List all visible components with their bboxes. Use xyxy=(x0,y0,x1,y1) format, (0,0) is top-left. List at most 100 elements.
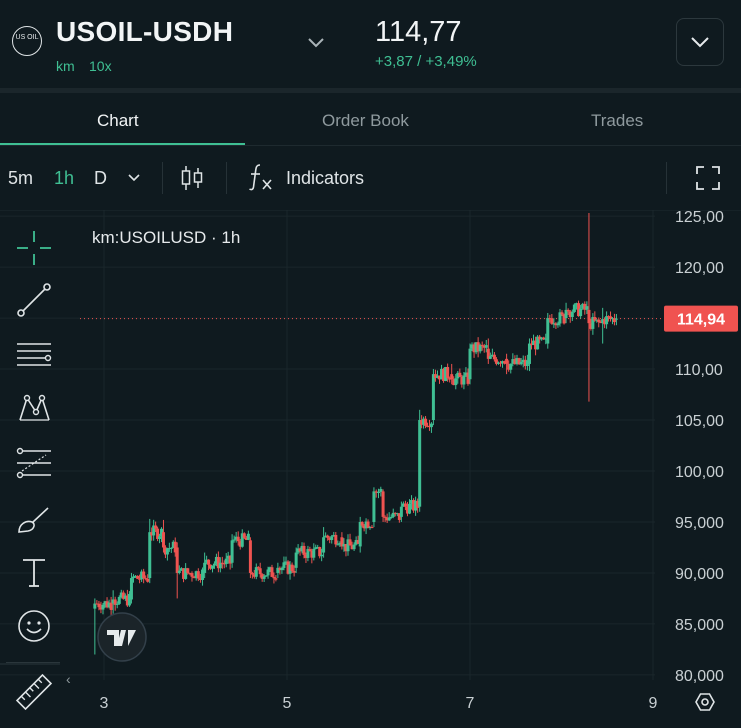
chevron-down-icon[interactable] xyxy=(126,172,142,184)
candle-body xyxy=(560,312,564,315)
divider xyxy=(226,162,227,194)
brush-icon[interactable] xyxy=(14,500,54,540)
candle-body xyxy=(377,491,380,493)
candle-body xyxy=(144,578,148,580)
candle-body xyxy=(372,491,376,522)
emoji-icon[interactable] xyxy=(14,606,54,646)
candle-body xyxy=(161,532,165,548)
candle-body xyxy=(550,318,554,324)
price-chart[interactable]: 80,000 85,000 90,000 95,000 100,00 105,00 110,… xyxy=(0,210,741,728)
candle-body xyxy=(196,571,200,579)
candle-body xyxy=(609,316,613,320)
candle-body xyxy=(579,308,583,317)
tab-order-book[interactable]: Order Book xyxy=(322,111,409,130)
candle-body xyxy=(530,343,534,346)
exchange-label: km xyxy=(56,58,75,74)
candle-body xyxy=(519,361,523,365)
candle-body xyxy=(509,363,513,370)
candle-body xyxy=(356,540,360,544)
y-tick-label: 90,000 xyxy=(675,566,724,583)
collapse-tools-chevron[interactable]: ‹ xyxy=(66,671,71,687)
candle-body xyxy=(484,345,488,348)
candle-body xyxy=(188,573,192,575)
candle-body xyxy=(393,512,397,514)
y-tick-label: 110,00 xyxy=(675,362,723,379)
y-tick-label: 120,00 xyxy=(675,260,724,277)
candle-body xyxy=(548,318,552,320)
fullscreen-icon[interactable] xyxy=(695,165,721,191)
indicators-button[interactable]: Indicators xyxy=(286,168,365,188)
candle-body xyxy=(587,309,591,324)
candle-body xyxy=(207,559,211,565)
active-tab-indicator xyxy=(0,143,245,145)
candle-body xyxy=(488,356,492,359)
candle-body xyxy=(562,314,566,324)
interval-5m[interactable]: 5m xyxy=(8,168,34,188)
tools-divider xyxy=(6,662,60,663)
candle-body xyxy=(306,549,310,558)
candle-body xyxy=(450,374,454,380)
settings-gear-icon[interactable] xyxy=(695,693,715,711)
candle-body xyxy=(119,592,123,598)
candle-body xyxy=(127,593,131,606)
ruler-icon[interactable] xyxy=(14,672,54,712)
tab-chart[interactable]: Chart xyxy=(97,111,139,130)
expand-menu-button[interactable] xyxy=(676,18,724,66)
candle-body xyxy=(105,601,109,608)
candle-body xyxy=(314,547,318,549)
candle-body xyxy=(99,607,103,610)
candle-body xyxy=(446,367,450,379)
candle-body xyxy=(438,375,441,380)
candle-body xyxy=(146,578,150,582)
candle-body xyxy=(566,309,570,312)
candle-body xyxy=(320,554,324,557)
candle-body xyxy=(366,521,370,528)
candle-body xyxy=(482,345,486,348)
candle-body xyxy=(599,322,603,324)
tradingview-mark xyxy=(107,630,136,646)
candle-body xyxy=(368,527,372,529)
candle-body xyxy=(346,539,350,552)
candle-body xyxy=(294,552,298,568)
y-tick-label: 85,000 xyxy=(675,617,724,634)
candle-body xyxy=(250,572,254,575)
candle-body xyxy=(328,537,332,540)
candle-body xyxy=(148,532,152,579)
candle-body xyxy=(226,555,230,559)
crosshair-icon[interactable] xyxy=(14,228,54,268)
candle-body xyxy=(266,569,270,576)
trend-line-icon[interactable] xyxy=(14,280,54,320)
interval-d[interactable]: D xyxy=(94,168,107,188)
candle-body xyxy=(456,372,460,379)
horizontal-lines-icon[interactable] xyxy=(14,334,54,374)
candle-body xyxy=(387,517,391,521)
candle-body xyxy=(385,517,389,521)
candle-body xyxy=(300,545,304,552)
candle-body xyxy=(334,534,338,545)
candle-body xyxy=(410,500,414,504)
candle-body xyxy=(248,540,252,573)
candle-body xyxy=(492,354,496,360)
candle-body xyxy=(444,367,448,382)
function-fx-icon[interactable] xyxy=(248,162,274,192)
candle-body xyxy=(175,547,179,573)
candle-body xyxy=(330,536,334,540)
interval-1h[interactable]: 1h xyxy=(54,168,75,188)
pattern-icon[interactable] xyxy=(14,388,54,428)
fib-icon[interactable] xyxy=(14,443,54,483)
text-icon[interactable] xyxy=(14,552,54,592)
candle-body xyxy=(583,303,587,310)
candle-body xyxy=(286,561,290,574)
candle-body xyxy=(546,318,550,344)
candle-body xyxy=(236,536,240,542)
candle-body xyxy=(431,374,435,421)
tab-trades[interactable]: Trades xyxy=(591,111,644,130)
chevron-down-icon[interactable] xyxy=(303,30,329,56)
candle-body xyxy=(581,303,585,309)
candlestick-type-icon[interactable] xyxy=(179,164,205,192)
candle-body xyxy=(521,359,525,362)
symbol-title[interactable]: USOIL-USDH xyxy=(56,16,234,47)
candle-body xyxy=(131,576,135,579)
candle-body xyxy=(284,561,288,563)
candle-body xyxy=(142,571,146,579)
